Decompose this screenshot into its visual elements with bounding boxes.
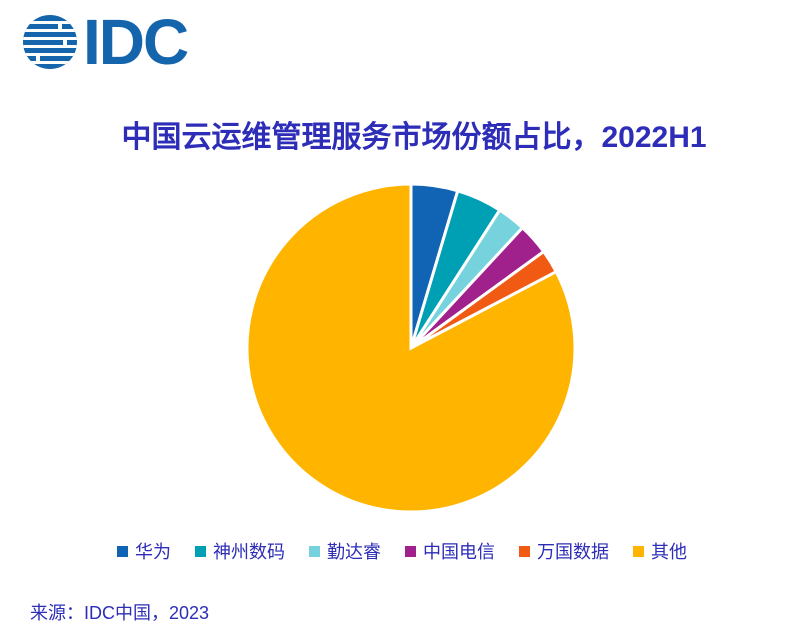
legend-swatch-3 (405, 545, 416, 557)
pie-chart (245, 182, 577, 514)
legend-label-2: 勤达睿 (327, 542, 381, 562)
source-note: 来源：IDC中国，2023 (30, 603, 210, 623)
legend-item-1: 神州数码 (195, 538, 285, 564)
legend-label-4: 万国数据 (537, 542, 609, 562)
legend-swatch-2 (309, 545, 320, 557)
legend-item-4: 万国数据 (519, 538, 609, 564)
idc-logo: IDC (22, 6, 189, 78)
legend-item-5: 其他 (633, 538, 687, 564)
legend-swatch-5 (633, 545, 644, 557)
legend-label-3: 中国电信 (423, 542, 495, 562)
legend-item-3: 中国电信 (405, 538, 495, 564)
legend-item-2: 勤达睿 (309, 538, 381, 564)
legend-swatch-0 (117, 545, 128, 557)
idc-globe-icon (23, 15, 77, 69)
legend-label-5: 其他 (651, 542, 687, 562)
legend-swatch-1 (195, 545, 206, 557)
legend-label-1: 神州数码 (213, 542, 285, 562)
pie-chart-area (241, 178, 581, 518)
idc-logo-text: IDC (83, 6, 189, 78)
legend-item-0: 华为 (117, 538, 171, 564)
legend-swatch-4 (519, 545, 530, 557)
legend-label-0: 华为 (135, 542, 171, 562)
chart-title: 中国云运维管理服务市场份额占比，2022H1 (121, 121, 707, 154)
chart-legend: 华为 神州数码 勤达睿 中国电信 万国数据 其他 (0, 538, 804, 564)
pie-slice-5 (245, 182, 577, 514)
